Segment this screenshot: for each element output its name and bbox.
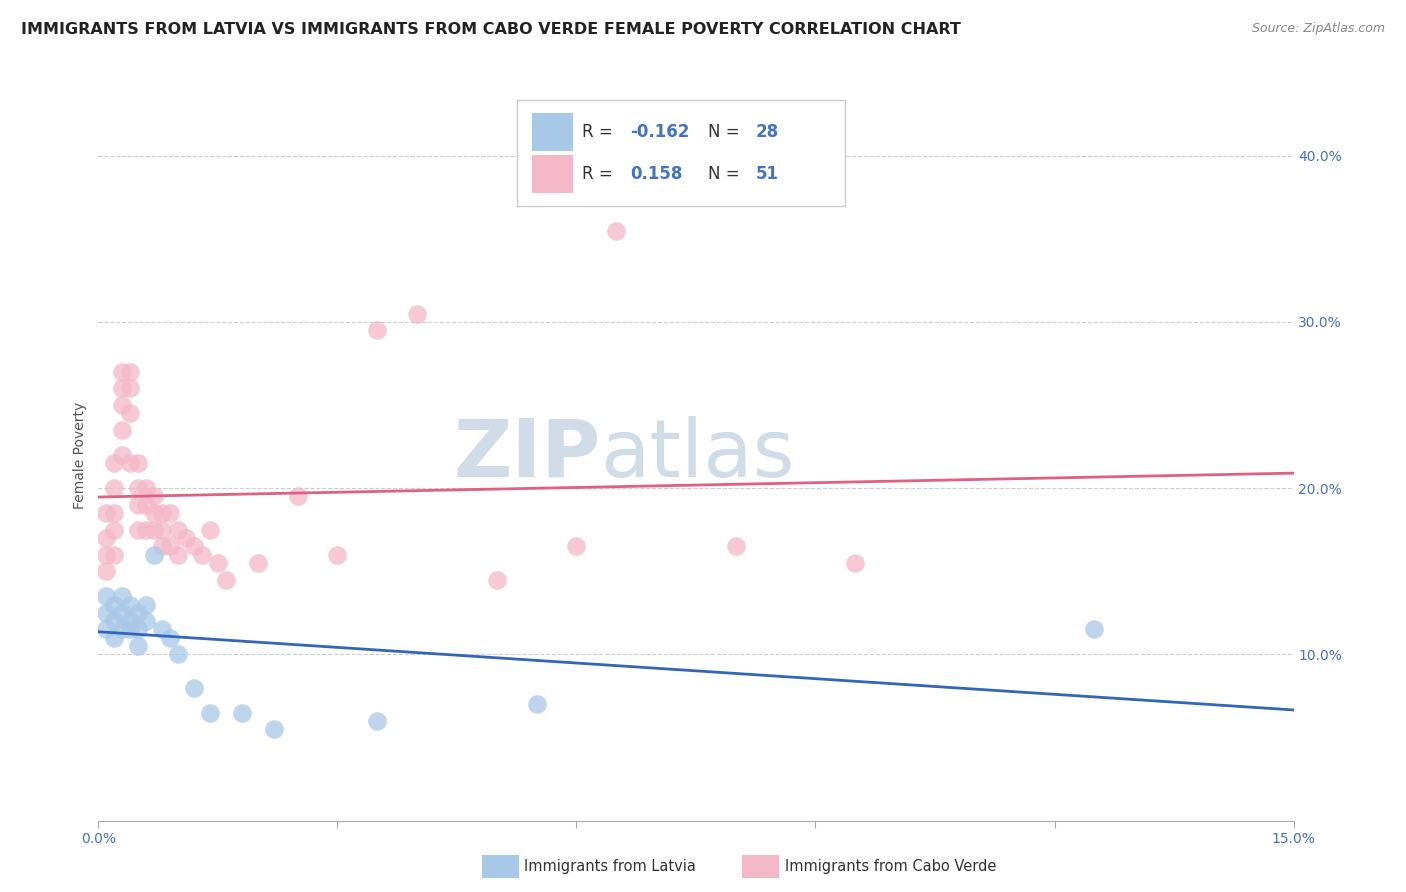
Point: [1083, 623, 1105, 637]
Point: [96, 506, 118, 520]
Point: [135, 614, 157, 628]
Point: [103, 481, 125, 495]
Text: IMMIGRANTS FROM LATVIA VS IMMIGRANTS FROM CABO VERDE FEMALE POVERTY CORRELATION : IMMIGRANTS FROM LATVIA VS IMMIGRANTS FRO…: [21, 22, 960, 37]
Text: N =: N =: [709, 123, 745, 141]
Point: [135, 481, 157, 495]
FancyBboxPatch shape: [533, 155, 572, 193]
Text: 28: 28: [756, 123, 779, 141]
Point: [96, 606, 118, 620]
Text: atlas: atlas: [600, 416, 794, 494]
Point: [103, 631, 125, 645]
Text: Source: ZipAtlas.com: Source: ZipAtlas.com: [1251, 22, 1385, 36]
Point: [111, 365, 134, 379]
Point: [143, 548, 166, 562]
Text: ZIP: ZIP: [453, 416, 600, 494]
Text: R =: R =: [582, 165, 624, 183]
Point: [120, 406, 142, 420]
Point: [103, 506, 125, 520]
Point: [159, 631, 181, 645]
Point: [191, 548, 214, 562]
Point: [111, 448, 134, 462]
Text: Immigrants from Cabo Verde: Immigrants from Cabo Verde: [785, 859, 995, 873]
Point: [150, 539, 173, 553]
Point: [167, 548, 190, 562]
Point: [844, 556, 866, 570]
Text: 0.158: 0.158: [630, 165, 683, 183]
Point: [103, 614, 125, 628]
Text: R =: R =: [582, 123, 619, 141]
Point: [485, 573, 508, 587]
Point: [127, 639, 149, 653]
Point: [135, 523, 157, 537]
Point: [96, 589, 118, 603]
Point: [143, 523, 166, 537]
Point: [198, 523, 221, 537]
Point: [111, 398, 134, 412]
Point: [183, 681, 205, 695]
Point: [150, 523, 173, 537]
Point: [111, 423, 134, 437]
Point: [96, 531, 118, 545]
Text: -0.162: -0.162: [630, 123, 689, 141]
Point: [111, 623, 134, 637]
FancyBboxPatch shape: [533, 113, 572, 152]
Point: [103, 548, 125, 562]
Point: [111, 589, 134, 603]
Point: [150, 623, 173, 637]
Point: [526, 698, 548, 712]
Point: [111, 606, 134, 620]
Point: [103, 598, 125, 612]
Point: [215, 573, 238, 587]
Point: [565, 539, 588, 553]
Point: [143, 490, 166, 504]
Point: [120, 598, 142, 612]
Point: [167, 648, 190, 662]
Text: 51: 51: [756, 165, 779, 183]
Point: [207, 556, 229, 570]
Point: [326, 548, 349, 562]
Point: [120, 456, 142, 470]
Y-axis label: Female Poverty: Female Poverty: [73, 401, 87, 508]
Point: [127, 606, 149, 620]
Point: [127, 498, 149, 512]
Point: [103, 456, 125, 470]
Point: [159, 539, 181, 553]
Point: [198, 706, 221, 720]
Point: [287, 490, 309, 504]
Point: [724, 539, 747, 553]
Point: [231, 706, 253, 720]
Point: [127, 523, 149, 537]
Point: [366, 714, 388, 728]
Text: N =: N =: [709, 165, 745, 183]
Point: [135, 598, 157, 612]
Point: [96, 564, 118, 578]
Point: [143, 506, 166, 520]
Point: [96, 548, 118, 562]
Point: [120, 365, 142, 379]
Point: [135, 498, 157, 512]
FancyBboxPatch shape: [517, 100, 845, 206]
Point: [605, 223, 627, 237]
Point: [120, 614, 142, 628]
Point: [167, 523, 190, 537]
Point: [120, 381, 142, 395]
Point: [103, 523, 125, 537]
Point: [263, 723, 285, 737]
Point: [127, 456, 149, 470]
Point: [246, 556, 269, 570]
Point: [120, 623, 142, 637]
Point: [183, 539, 205, 553]
Point: [159, 506, 181, 520]
Point: [150, 506, 173, 520]
Text: Immigrants from Latvia: Immigrants from Latvia: [524, 859, 696, 873]
Point: [127, 481, 149, 495]
Point: [366, 323, 388, 337]
Point: [96, 623, 118, 637]
Point: [174, 531, 197, 545]
Point: [127, 623, 149, 637]
Point: [111, 381, 134, 395]
Point: [406, 307, 429, 321]
